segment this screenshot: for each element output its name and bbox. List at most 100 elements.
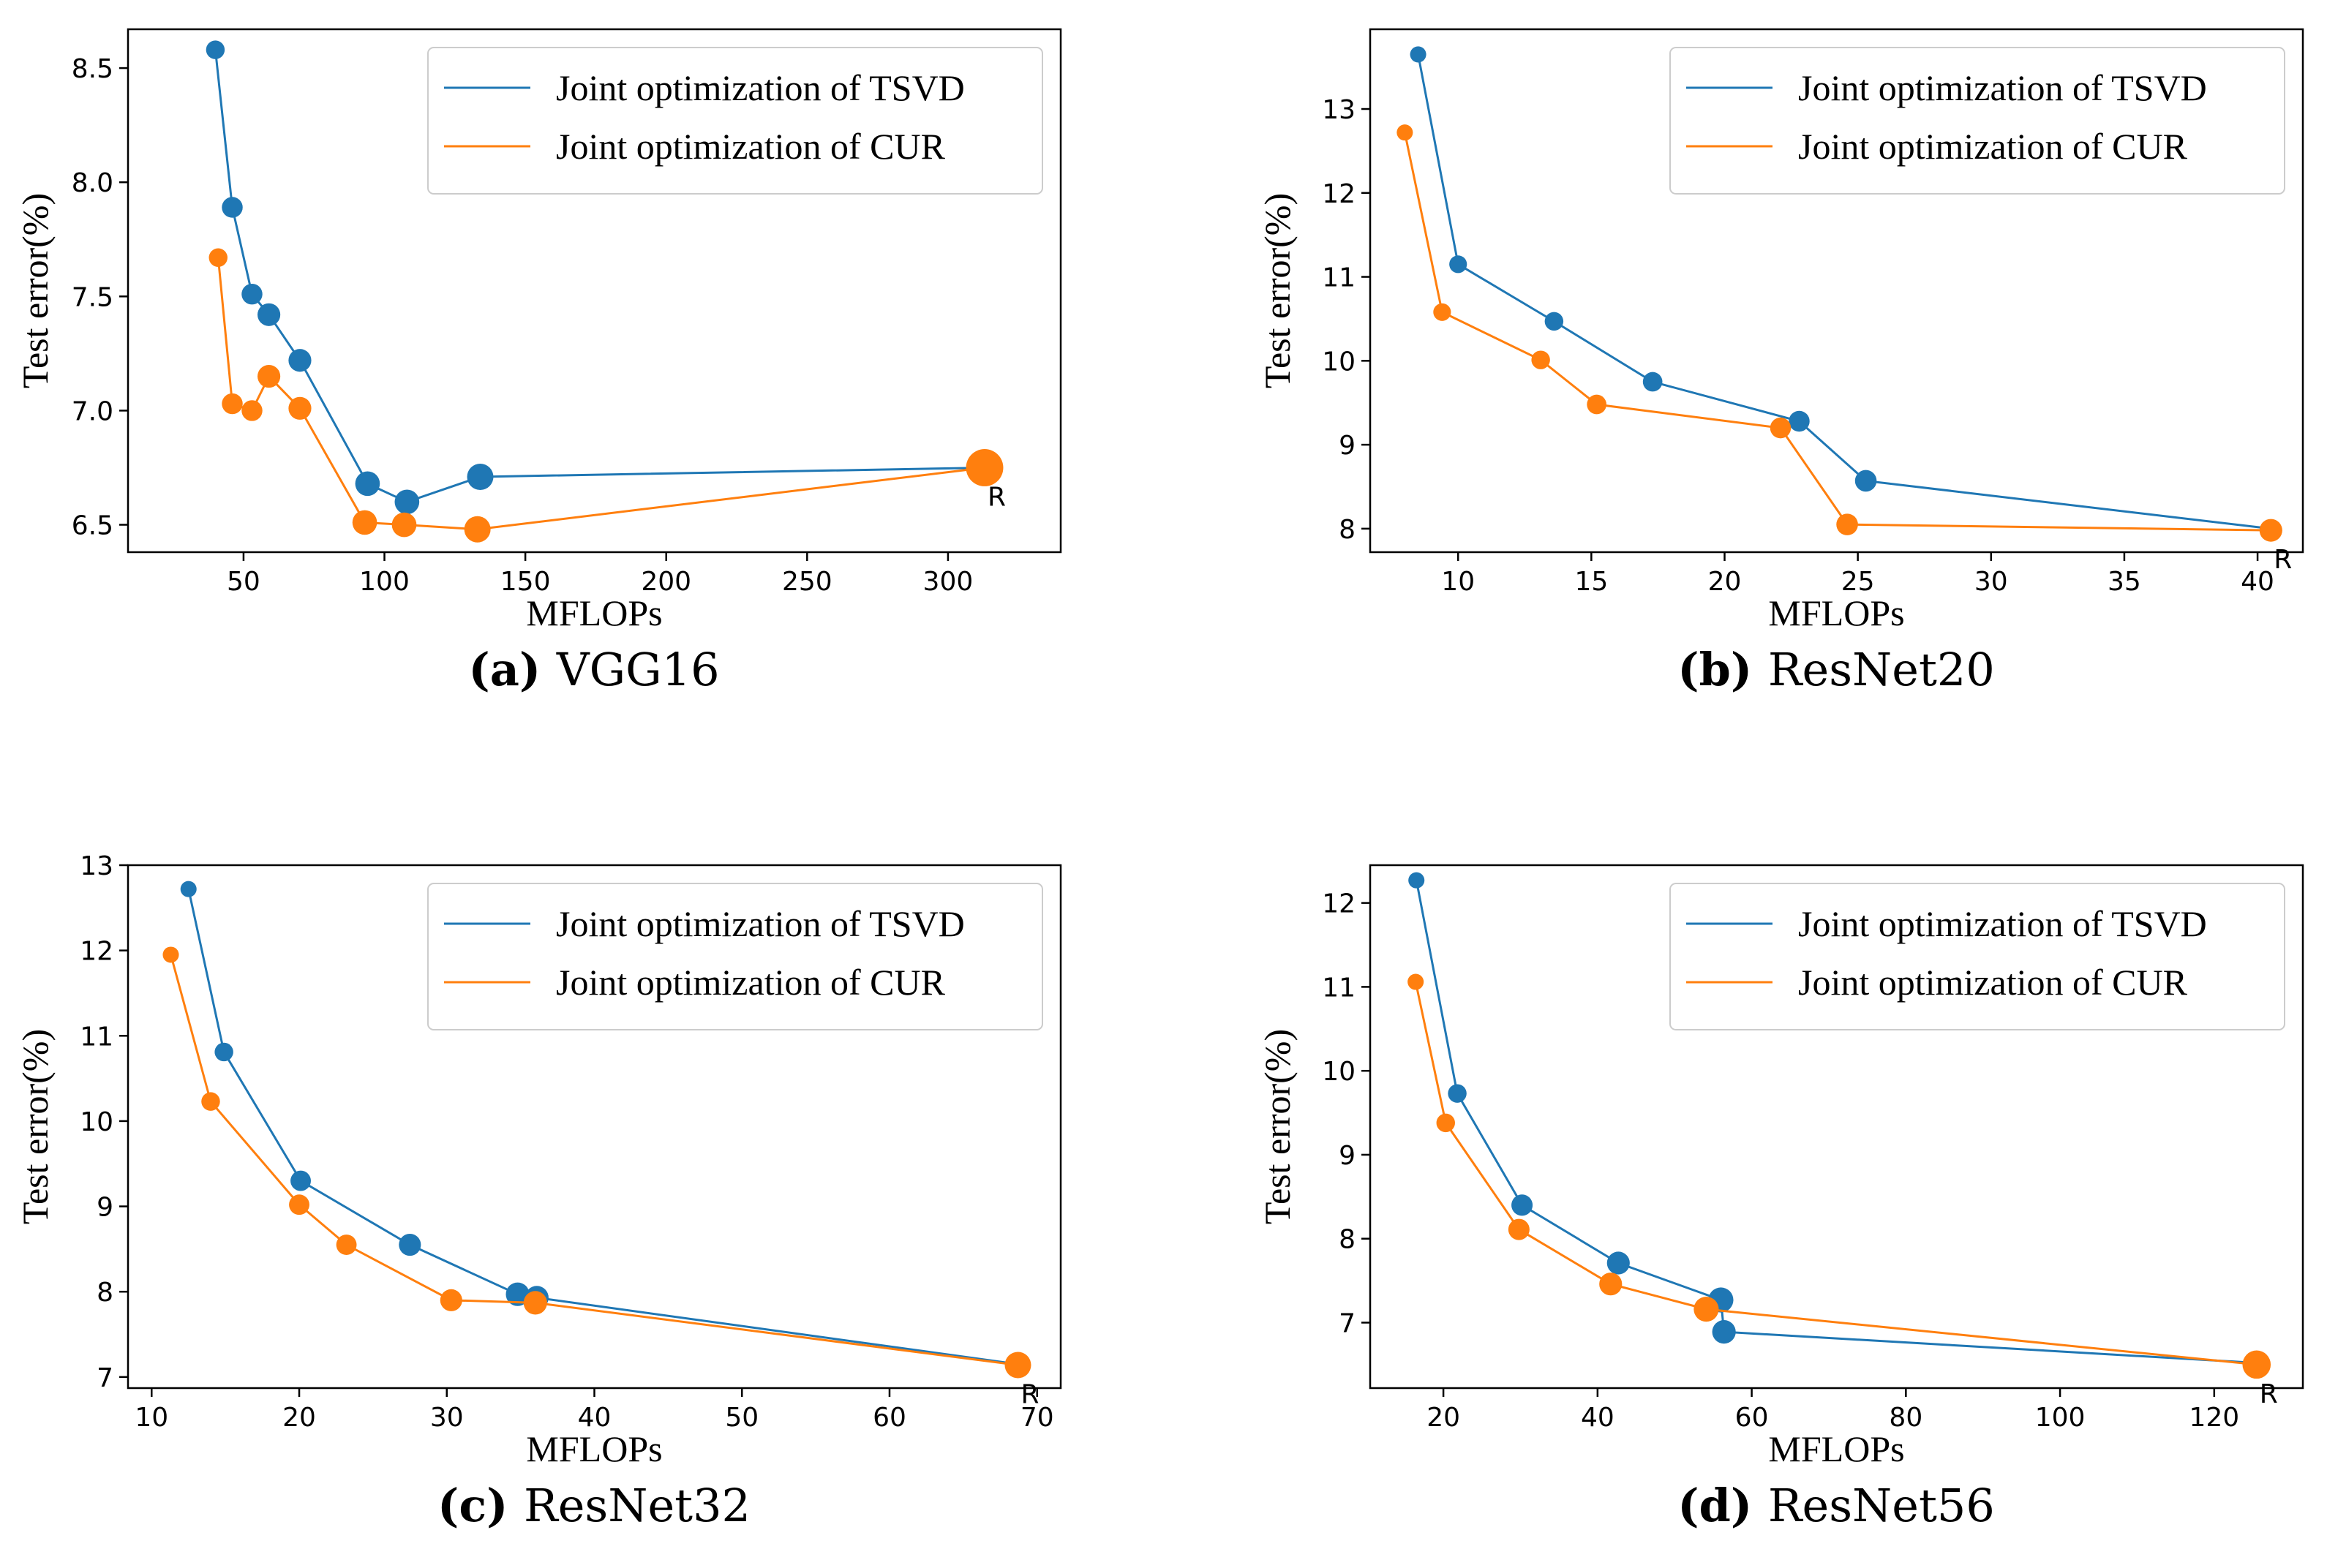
legend-box [427,47,1043,195]
series-line-cur [1414,981,2257,1366]
y-tick-label: 9 [1339,431,1356,461]
x-tick-label: 60 [1735,1403,1769,1433]
y-tick-label: 13 [1322,95,1356,125]
data-point-tsvd [394,489,420,515]
reference-label: R [988,482,1006,512]
data-point-cur [2259,519,2282,542]
data-point-tsvd [222,197,243,218]
y-tick-label: 8.5 [72,54,113,84]
panel-caption: (a) VGG16 [468,643,719,696]
x-axis-title: MFLOPs [1768,1428,1904,1469]
caption-model: ResNet20 [1768,643,1995,696]
data-point-tsvd [1511,1194,1533,1216]
chart-panel-2: R 10 20 30 40 50 60 70 7 8 9 10 11 12 13 MFLOPs Test err… [15,851,1062,1532]
data-point-tsvd [180,881,197,897]
y-tick-label: 11 [1322,973,1356,1003]
x-tick-label: 20 [1708,567,1742,597]
legend-box [427,883,1043,1030]
y-axis-title: Test error(%) [1257,193,1298,388]
y-tick-label: 10 [1322,1057,1356,1087]
data-point-cur [241,400,263,421]
x-tick-label: 300 [923,567,974,597]
y-tick-label: 10 [1322,347,1356,377]
data-point-tsvd [505,1282,530,1306]
data-point-cur [1407,973,1424,990]
legend-label-tsvd: Joint optimization of TSVD [1798,903,2207,944]
legend-label-tsvd: Joint optimization of TSVD [556,903,965,944]
data-point-tsvd [290,1170,311,1191]
y-tick-label: 12 [80,937,113,967]
x-tick-label: 10 [135,1403,168,1433]
x-tick-label: 40 [578,1403,612,1433]
caption-model: ResNet56 [1768,1479,1995,1532]
data-point-cur [289,1194,309,1215]
x-axis-title: MFLOPs [1768,592,1904,633]
data-point-cur [1531,350,1550,369]
data-point-tsvd [1789,410,1810,432]
data-point-cur [1587,394,1606,415]
data-point-cur [257,364,281,388]
panel-caption: (d) ResNet56 [1677,1479,1995,1532]
data-point-tsvd [1408,872,1425,889]
caption-letter: (d) [1677,1479,1768,1532]
legend-label-cur: Joint optimization of CUR [556,962,946,1003]
data-point-tsvd [1544,312,1564,331]
data-point-cur [288,396,312,420]
data-point-tsvd [1448,1084,1467,1103]
data-point-cur [336,1235,357,1255]
x-axis-title: MFLOPs [526,592,662,633]
data-point-tsvd [1854,470,1877,492]
axes-frame [1369,28,2304,554]
x-axis-title: MFLOPs [526,1428,662,1469]
x-tick-label: 15 [1574,567,1608,597]
data-point-tsvd [1712,1320,1736,1344]
data-point-cur [1396,124,1413,141]
y-tick-label: 12 [1322,179,1356,209]
x-tick-label: 10 [1441,567,1475,597]
x-tick-label: 200 [641,567,691,597]
x-tick-label: 100 [359,567,410,597]
data-point-tsvd [1606,1251,1630,1275]
x-tick-label: 150 [500,567,551,597]
x-tick-label: 20 [1426,1403,1460,1433]
legend-label-tsvd: Joint optimization of TSVD [1798,67,2207,108]
y-tick-label: 7.5 [72,282,113,312]
x-tick-label: 80 [1889,1403,1922,1433]
data-point-cur [391,512,417,538]
data-point-tsvd [257,303,281,326]
data-point-cur [1508,1218,1530,1240]
x-tick-label: 40 [1581,1403,1614,1433]
y-tick-label: 10 [80,1107,113,1137]
data-point-tsvd [1642,372,1663,392]
y-tick-label: 13 [80,851,113,881]
data-point-cur [2242,1350,2271,1379]
y-tick-label: 9 [97,1193,113,1223]
caption-letter: (a) [468,643,556,696]
y-tick-label: 8 [1339,1225,1356,1255]
panel-caption: (b) ResNet20 [1677,643,1995,696]
chart-panel-3: R 20 40 60 80 100 120 7 8 9 10 11 12 MFLOPs Test error… [1257,864,2304,1532]
reference-label: R [2260,1379,2278,1409]
x-tick-label: 50 [227,567,260,597]
series-line-cur [217,257,985,531]
y-axis-title: Test error(%) [15,193,56,388]
data-point-cur [1770,417,1792,439]
reference-label: R [1020,1380,1039,1410]
caption-letter: (b) [1677,643,1768,696]
data-point-tsvd [355,471,380,497]
x-tick-label: 60 [873,1403,906,1433]
y-tick-label: 7 [1339,1308,1356,1338]
data-point-cur [523,1291,547,1315]
axes-frame [1369,864,2304,1390]
caption-model: VGG16 [556,643,720,696]
y-tick-label: 7.0 [72,396,113,426]
legend-label-cur: Joint optimization of CUR [556,126,946,167]
chart-panel-0: R 50 100 150 200 250 300 6.5 7.0 7.5 8.0 8.5 MFLOPs T… [15,28,1062,696]
data-point-cur [1836,513,1858,535]
data-point-cur [966,449,1004,486]
legend-label-cur: Joint optimization of CUR [1798,126,2188,167]
legend-box [1669,883,2285,1030]
data-point-tsvd [206,40,225,59]
x-tick-label: 25 [1841,567,1875,597]
